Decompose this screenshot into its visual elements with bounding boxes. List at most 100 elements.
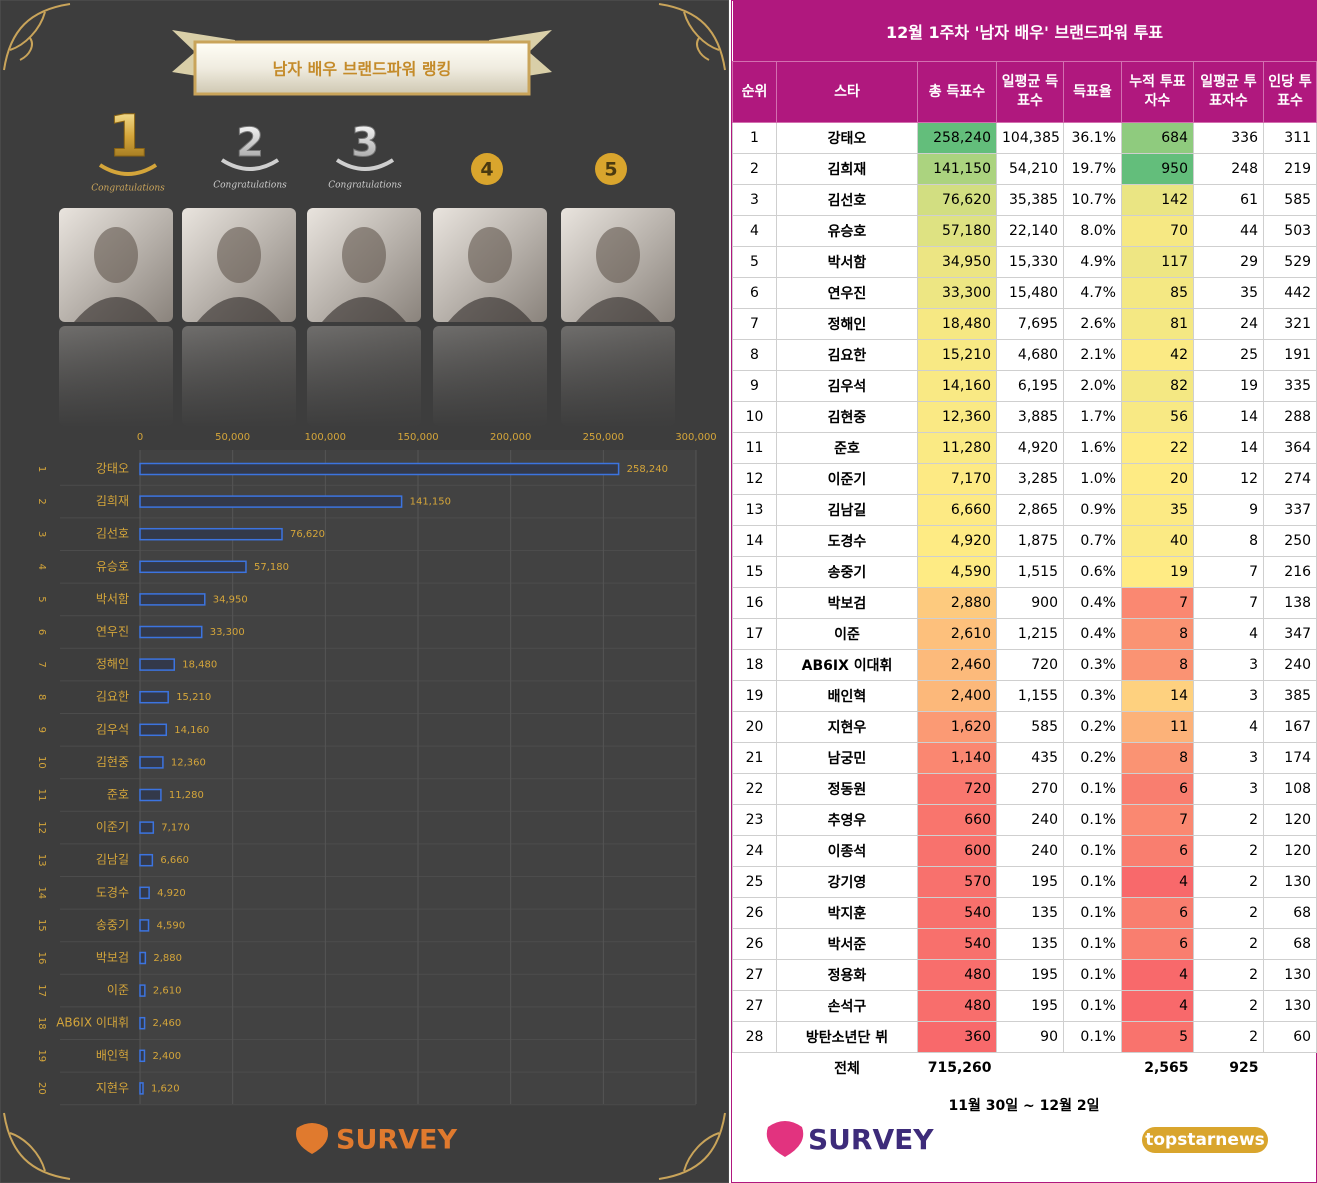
table-cell: 4.7% bbox=[1063, 277, 1122, 309]
table-cell: 18 bbox=[732, 649, 777, 681]
table-cell: 195 bbox=[996, 866, 1064, 898]
table-cell: 0.1% bbox=[1063, 1021, 1122, 1053]
reflection-fade bbox=[59, 326, 173, 428]
rank-label: 5 bbox=[36, 596, 47, 602]
table-cell: 7 bbox=[1193, 556, 1264, 588]
table-cell: 19.7% bbox=[1063, 153, 1122, 185]
table-row: 3 김선호 76,620 35,385 10.7% 142 61 585 bbox=[732, 184, 1317, 216]
table-cell: 1,140 bbox=[917, 742, 997, 774]
table-cell: 손석구 bbox=[776, 990, 918, 1022]
category-label: 정해인 bbox=[96, 657, 129, 671]
table-cell: 7 bbox=[1193, 587, 1264, 619]
table-cell: 22 bbox=[732, 773, 777, 805]
logo-icon bbox=[766, 1121, 804, 1157]
table-cell: 4 bbox=[1193, 711, 1264, 743]
table-cell: 42 bbox=[1121, 339, 1194, 371]
table-cell: 27 bbox=[732, 990, 777, 1022]
table-cell: 27 bbox=[732, 959, 777, 991]
table-cell: 박서함 bbox=[776, 246, 918, 278]
bar bbox=[139, 951, 147, 965]
table-cell: 6,195 bbox=[996, 370, 1064, 402]
table-row: 5 박서함 34,950 15,330 4.9% 117 29 529 bbox=[732, 246, 1317, 278]
table-cell: 8.0% bbox=[1063, 215, 1122, 247]
total-cell: 925 bbox=[1229, 1060, 1259, 1076]
table-cell: 135 bbox=[996, 928, 1064, 960]
table-cell: 7 bbox=[1121, 804, 1194, 836]
photo-body bbox=[322, 297, 406, 322]
table-cell: 76,620 bbox=[917, 184, 997, 216]
table-cell: 20 bbox=[1121, 463, 1194, 495]
table-cell: 9 bbox=[1193, 494, 1264, 526]
table-cell: 6 bbox=[1121, 897, 1194, 929]
total-cell: 2,565 bbox=[1144, 1060, 1189, 1076]
table-cell: 11,280 bbox=[917, 432, 997, 464]
bar-chart: 0 50,000 100,000 150,000 200,000 250,000 300,0… bbox=[36, 432, 717, 1106]
reflection-fade bbox=[182, 326, 296, 428]
ribbon bbox=[193, 40, 531, 96]
reflection-fade bbox=[307, 326, 421, 428]
table-cell: 0.3% bbox=[1063, 649, 1122, 681]
rank-label: 15 bbox=[36, 919, 47, 932]
table-cell: 12 bbox=[1193, 463, 1264, 495]
table-cell: 2 bbox=[1193, 1021, 1264, 1053]
table-cell: 6 bbox=[1121, 773, 1194, 805]
table-cell: 40 bbox=[1121, 525, 1194, 557]
category-label: 김희재 bbox=[96, 494, 129, 508]
value-label: 141,150 bbox=[410, 497, 451, 508]
table-cell: 56 bbox=[1121, 401, 1194, 433]
table-cell: 0.1% bbox=[1063, 773, 1122, 805]
table-cell: 2.0% bbox=[1063, 370, 1122, 402]
table-cell: 0.1% bbox=[1063, 866, 1122, 898]
table-cell: 11 bbox=[1121, 711, 1194, 743]
value-label: 2,460 bbox=[153, 1018, 182, 1029]
header-cell: 누적 투표자수 bbox=[1121, 61, 1194, 123]
table-cell: 6 bbox=[732, 277, 777, 309]
rank-label: 14 bbox=[36, 886, 47, 899]
logo-text: SURVEY bbox=[808, 1123, 934, 1156]
table-cell: 5 bbox=[732, 246, 777, 278]
rank-label: 1 bbox=[36, 466, 47, 472]
table-cell: 660 bbox=[917, 804, 997, 836]
table-cell: 1,215 bbox=[996, 618, 1064, 650]
table-row: 27 정용화 480 195 0.1% 4 2 130 bbox=[732, 959, 1317, 991]
bar bbox=[139, 690, 169, 704]
table-title: 12월 1주차 '남자 배우' 브랜드파워 투표 bbox=[732, 1, 1317, 62]
corner-ornaments bbox=[3, 3, 726, 1180]
table-cell: 이종석 bbox=[776, 835, 918, 867]
table-cell: 1,155 bbox=[996, 680, 1064, 712]
table-row: 26 박지훈 540 135 0.1% 6 2 68 bbox=[732, 897, 1317, 929]
table-cell: 4,920 bbox=[996, 432, 1064, 464]
rank-label: 3 bbox=[36, 531, 47, 537]
table-cell: 337 bbox=[1262, 494, 1317, 526]
bar bbox=[139, 853, 154, 867]
table-cell: 5 bbox=[1121, 1021, 1194, 1053]
category-label: 김선호 bbox=[96, 527, 129, 541]
table-cell: 720 bbox=[917, 773, 997, 805]
table-cell: 321 bbox=[1262, 308, 1317, 340]
value-label: 12,360 bbox=[171, 757, 206, 768]
rank-label: 13 bbox=[36, 854, 47, 867]
photo-head bbox=[94, 227, 138, 283]
podium-rank: 1 bbox=[108, 102, 148, 170]
rank-label: 6 bbox=[36, 629, 47, 635]
table-cell: 480 bbox=[917, 990, 997, 1022]
table-cell: 130 bbox=[1262, 990, 1317, 1022]
table-cell: 442 bbox=[1262, 277, 1317, 309]
table-cell: 85 bbox=[1121, 277, 1194, 309]
table-cell: 167 bbox=[1262, 711, 1317, 743]
category-label: 박보검 bbox=[96, 951, 129, 965]
table-cell: 14 bbox=[1193, 401, 1264, 433]
table-cell: 김남길 bbox=[776, 494, 918, 526]
table-cell: 9 bbox=[732, 370, 777, 402]
table-cell: 3 bbox=[1193, 649, 1264, 681]
category-label: AB6IX 이대휘 bbox=[56, 1016, 129, 1030]
rank-label: 7 bbox=[36, 661, 47, 667]
value-label: 4,920 bbox=[157, 888, 186, 899]
bar bbox=[139, 560, 247, 574]
table-cell: 7,170 bbox=[917, 463, 997, 495]
table-cell: 배인혁 bbox=[776, 680, 918, 712]
table-cell: 유승호 bbox=[776, 215, 918, 247]
table-cell: 540 bbox=[917, 897, 997, 929]
table-cell: 3,885 bbox=[996, 401, 1064, 433]
